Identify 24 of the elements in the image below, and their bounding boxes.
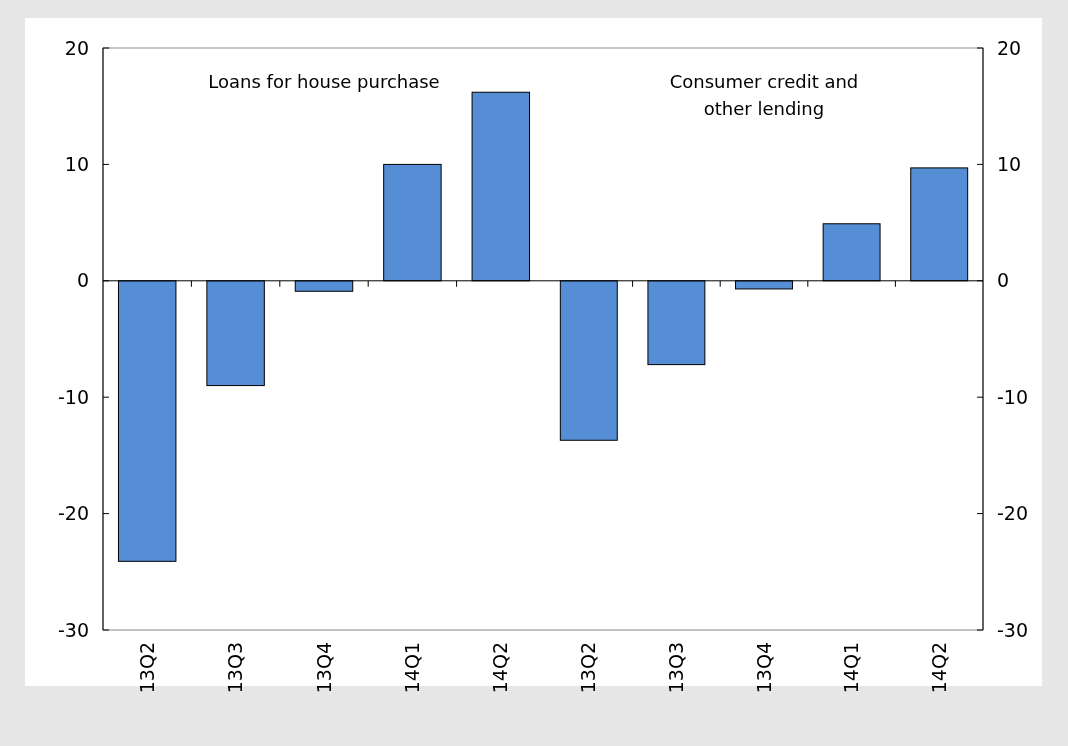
y-tick-label: 0 <box>997 269 1010 292</box>
y-tick-label: 0 <box>76 269 89 292</box>
y-tick-label: 10 <box>997 153 1022 176</box>
x-tick-label: 13Q2 <box>135 642 158 694</box>
x-tick-label: 14Q2 <box>489 642 512 694</box>
y-tick-label: -30 <box>57 618 89 641</box>
y-tick-label: -10 <box>57 385 89 408</box>
x-tick-label: 14Q2 <box>927 642 950 694</box>
text: Consumer credit and other lending <box>669 71 859 120</box>
y-tick-label: -10 <box>997 385 1029 408</box>
y-tick-label: -20 <box>57 502 89 525</box>
x-tick-label: 13Q2 <box>577 642 600 694</box>
y-tick-label: -20 <box>997 502 1029 525</box>
x-tick-label: 14Q1 <box>840 642 863 694</box>
y-tick-label: 20 <box>64 36 89 59</box>
x-tick-label: 13Q4 <box>312 642 335 694</box>
y-tick-label: 20 <box>997 36 1022 59</box>
x-tick-label: 14Q1 <box>401 642 424 694</box>
text: Loans for house purchase <box>208 71 440 93</box>
x-tick-label: 13Q3 <box>224 642 247 694</box>
y-tick-label: -30 <box>997 618 1029 641</box>
y-tick-label: 10 <box>64 153 89 176</box>
x-tick-label: 13Q3 <box>665 642 688 694</box>
x-tick-label: 13Q4 <box>752 642 775 694</box>
